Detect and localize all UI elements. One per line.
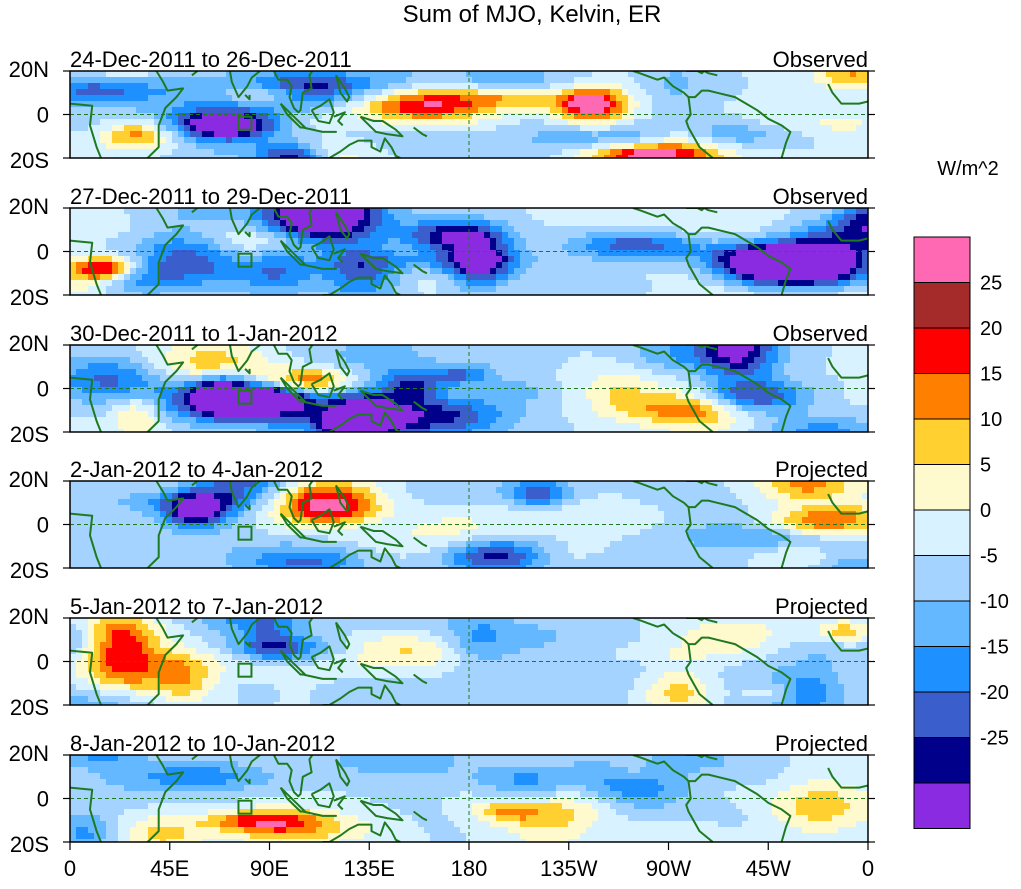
lat-tick-label: 20N [9, 741, 49, 766]
lon-tick-label: 90W [646, 856, 691, 881]
lon-tick-label: 45E [150, 856, 189, 881]
panel-status: Projected [775, 457, 868, 482]
colorbar-swatch [913, 691, 971, 738]
colorbar-swatch [913, 782, 971, 829]
region-box [237, 389, 253, 405]
lon-tick-label: 90E [250, 856, 289, 881]
region-box [237, 252, 253, 268]
colorbar-tick-label: 5 [980, 455, 991, 477]
region-box [237, 525, 253, 541]
colorbar-swatch [913, 555, 971, 602]
coastlines [70, 755, 868, 842]
anomaly-field [70, 755, 868, 842]
colorbar-swatch [913, 373, 971, 420]
coastlines [70, 345, 868, 432]
panels: 24-Dec-2011 to 26-Dec-2011 Observed 20N 0 20… [9, 47, 875, 857]
panel-date-range: 2-Jan-2012 to 4-Jan-2012 [70, 457, 323, 482]
colorbar: W/m^2 25 20 15 10 5 0 -5 -10 -15 -20 -25 [913, 158, 1009, 829]
region-box [237, 662, 253, 678]
colorbar-swatch [913, 236, 971, 283]
lat-tick-label: 0 [37, 240, 49, 265]
colorbar-tick-label: 25 [980, 273, 1002, 295]
lat-tick-label: 0 [37, 513, 49, 538]
panel-date-range: 5-Jan-2012 to 7-Jan-2012 [70, 594, 323, 619]
coastlines [70, 71, 868, 158]
panel: 24-Dec-2011 to 26-Dec-2011 Observed 20N 0 20… [9, 47, 875, 173]
panel-status: Projected [775, 731, 868, 756]
anomaly-field [70, 345, 868, 432]
colorbar-tick-label: -15 [980, 637, 1009, 659]
lat-tick-label: 20S [10, 148, 49, 173]
longitude-axis: 0 45E 90E 135E 180 135W 90W 45W 0 [64, 842, 874, 881]
lat-tick-label: 0 [37, 650, 49, 675]
panel-status: Observed [773, 47, 868, 72]
lat-tick-label: 20S [10, 695, 49, 720]
lon-tick-label: 45W [746, 856, 791, 881]
lat-tick-label: 20S [10, 558, 49, 583]
colorbar-tick-label: 10 [980, 409, 1002, 431]
panel-date-range: 30-Dec-2011 to 1-Jan-2012 [70, 321, 337, 346]
panel: 30-Dec-2011 to 1-Jan-2012 Observed 20N 0 20S [9, 321, 875, 447]
anomaly-field [70, 618, 868, 705]
panel-status: Projected [775, 594, 868, 619]
coastlines [70, 481, 868, 568]
colorbar-swatch [913, 418, 971, 465]
lat-tick-label: 20S [10, 832, 49, 857]
lon-tick-label: 0 [64, 856, 76, 881]
colorbar-swatch [913, 464, 971, 511]
region-box [237, 799, 253, 815]
anomaly-field [70, 71, 868, 158]
panel-date-range: 27-Dec-2011 to 29-Dec-2011 [70, 184, 352, 209]
region-box [237, 115, 253, 131]
colorbar-tick-label: -20 [980, 682, 1009, 704]
colorbar-tick-label: -25 [980, 728, 1009, 750]
colorbar-swatch [913, 737, 971, 784]
colorbar-tick-label: 15 [980, 364, 1002, 386]
panel: 27-Dec-2011 to 29-Dec-2011 Observed 20N 0 20… [9, 184, 875, 310]
lat-tick-label: 20N [9, 604, 49, 629]
colorbar-swatch [913, 282, 971, 329]
colorbar-tick-label: 0 [980, 500, 991, 522]
colorbar-units: W/m^2 [937, 158, 999, 180]
panel: 8-Jan-2012 to 10-Jan-2012 Projected 20N 0 20… [9, 731, 875, 857]
colorbar-tick-label: -5 [980, 546, 998, 568]
lon-tick-label: 135E [344, 856, 395, 881]
lon-tick-label: 180 [451, 856, 488, 881]
lat-tick-label: 0 [37, 103, 49, 128]
panel: 2-Jan-2012 to 4-Jan-2012 Projected 20N 0 20S [9, 457, 875, 583]
lat-tick-label: 0 [37, 377, 49, 402]
lat-tick-label: 20N [9, 194, 49, 219]
lat-tick-label: 0 [37, 787, 49, 812]
panel: 5-Jan-2012 to 7-Jan-2012 Projected 20N 0 20S [9, 594, 875, 720]
panel-status: Observed [773, 184, 868, 209]
colorbar-tick-label: 20 [980, 318, 1002, 340]
lat-tick-label: 20S [10, 422, 49, 447]
colorbar-tick-label: -10 [980, 591, 1009, 613]
panel-date-range: 24-Dec-2011 to 26-Dec-2011 [70, 47, 352, 72]
lon-tick-label: 135W [540, 856, 598, 881]
panel-date-range: 8-Jan-2012 to 10-Jan-2012 [70, 731, 335, 756]
panel-status: Observed [773, 321, 868, 346]
chart-title: Sum of MJO, Kelvin, ER [403, 1, 662, 28]
lat-tick-label: 20S [10, 285, 49, 310]
colorbar-swatch [913, 509, 971, 556]
lat-tick-label: 20N [9, 57, 49, 82]
colorbar-swatch [913, 646, 971, 693]
colorbar-swatch [913, 327, 971, 374]
lon-tick-label: 0 [862, 856, 874, 881]
lat-tick-label: 20N [9, 331, 49, 356]
colorbar-swatch [913, 600, 971, 647]
lat-tick-label: 20N [9, 467, 49, 492]
